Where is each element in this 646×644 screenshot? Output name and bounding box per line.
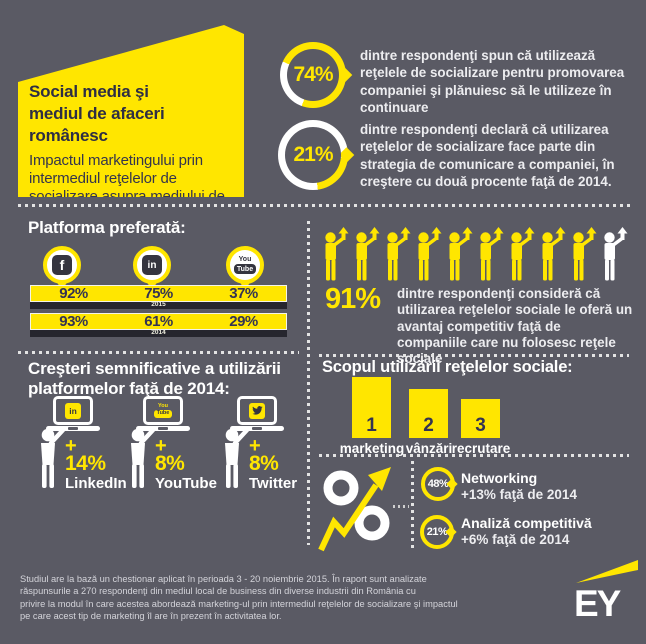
stat-21-value: 21% (293, 143, 333, 166)
growth-linkedin-value: 14% (65, 452, 106, 475)
analiza-delta: +6% faţă de 2014 (461, 532, 570, 547)
growth-youtube-label: YouTube (155, 475, 217, 492)
person-arrow-icon (387, 227, 411, 281)
purpose-rank-3: 3 (475, 415, 486, 436)
purpose-label-marketing: marketing (339, 441, 405, 456)
growth-twitter-label: Twitter (249, 475, 298, 492)
year-strip-2014: 2014 (30, 330, 287, 337)
year-strip-2015: 2015 (30, 302, 287, 309)
advantage-text: dintre respondenţi consideră că utilizar… (397, 286, 633, 367)
person-arrow-icon (542, 227, 566, 281)
youtube-icon: You Tube (233, 256, 257, 274)
divider-left-middle (18, 351, 299, 354)
facebook-2015-value: 92% (59, 285, 88, 302)
networking-value: 48% (427, 478, 449, 490)
laptop-icon (230, 396, 284, 431)
analiza-value: 21% (426, 526, 448, 538)
title-box: Social media şi mediul de afaceri române… (18, 25, 244, 197)
stat-74-value: 74% (293, 63, 333, 86)
dots-connector (393, 505, 409, 508)
purpose-label-vanzari: vânzări (405, 441, 453, 456)
purpose-bar-3: 3 (461, 399, 500, 438)
youtube-2014-value: 29% (229, 313, 258, 330)
growth-section-heading: Creşteri semnificative a utilizării plat… (28, 359, 281, 399)
growth-item-twitter: + 8% Twitter (218, 396, 310, 546)
networking-label: Networking (461, 470, 538, 486)
platform-bar-2014: 93% 61% 29% (30, 313, 287, 330)
linkedin-2014-value: 61% (144, 313, 173, 330)
person-arrow-icon (573, 227, 597, 281)
person-arrow-icon (480, 227, 504, 281)
facebook-pin: f (43, 246, 81, 290)
person-arrow-icon-white (604, 227, 628, 281)
donut-21: 21% (278, 120, 355, 190)
facebook-icon: f (52, 255, 72, 275)
growth-youtube-value: 8% (155, 452, 185, 475)
purpose-bar-2: 2 (409, 389, 448, 438)
networking-delta: +13% faţă de 2014 (461, 487, 577, 502)
person-icon (131, 427, 156, 488)
platform-bar-2015: 92% 75% 37% (30, 285, 287, 302)
networking-donut: 48% (421, 467, 458, 501)
platform-section-heading: Platforma preferată: (28, 218, 186, 237)
youtube-2015-value: 37% (229, 285, 258, 302)
stat-21-text: dintre respondenţi declară că utilizarea… (360, 122, 615, 190)
person-arrow-icon (511, 227, 535, 281)
youtube-laptop-icon: You Tube (154, 403, 172, 418)
linkedin-laptop-icon: in (65, 402, 81, 419)
plus-sign: + (65, 435, 77, 457)
stat-74-text: dintre respondenţi spun că utilizează re… (360, 48, 625, 116)
divider-right-2 (319, 454, 629, 457)
divider-center-vertical (307, 221, 310, 545)
purpose-bar-1: 1 (352, 377, 391, 438)
purpose-rank-2: 2 (423, 415, 434, 436)
person-arrow-icon (356, 227, 380, 281)
plus-sign: + (249, 435, 261, 457)
page-title: Social media şi mediul de afaceri române… (29, 81, 233, 147)
purpose-label-recrutare: recrutare (451, 441, 511, 456)
ey-beam-icon (576, 560, 638, 583)
divider-right-1 (319, 354, 629, 357)
title-line1: Social media şi (29, 82, 149, 101)
percent-trend-icon (318, 467, 391, 552)
plus-sign: + (155, 435, 167, 457)
facebook-2014-value: 93% (59, 313, 88, 330)
linkedin-2015-value: 75% (144, 285, 173, 302)
footer-note: Studiul are la bază un chestionar aplica… (20, 574, 458, 622)
purpose-section-heading: Scopul utilizării reţelelor sociale: (322, 358, 573, 376)
page-subtitle: Impactul marketingului prin intermediul … (29, 152, 225, 224)
divider-trend-vertical (411, 461, 414, 548)
donut-pointer-icon (336, 67, 353, 83)
person-arrow-icon (418, 227, 442, 281)
divider-top (18, 204, 630, 207)
donut-pointer-icon (338, 147, 355, 163)
twitter-laptop-icon (249, 402, 265, 419)
advantage-value: 91% (325, 283, 381, 315)
person-arrow-icon (325, 227, 349, 281)
linkedin-pin: in (133, 246, 171, 290)
analiza-donut: 21% (420, 515, 457, 549)
growth-twitter-value: 8% (249, 452, 279, 475)
person-icon (225, 427, 250, 488)
ey-logo-text: EY (574, 583, 622, 622)
linkedin-icon: in (142, 255, 162, 275)
youtube-pin: You Tube (226, 246, 264, 290)
title-line2: mediul de afaceri românesc (29, 104, 165, 146)
laptop-icon: You Tube (136, 396, 190, 431)
ey-logo: EY (574, 560, 638, 622)
laptop-icon: in (46, 396, 100, 431)
twitter-bird-icon (251, 406, 263, 415)
purpose-rank-1: 1 (366, 415, 377, 436)
growth-linkedin-label: LinkedIn (65, 475, 127, 492)
donut-74: 74% (280, 42, 353, 108)
growth-item-youtube: You Tube + 8% YouTube (124, 396, 217, 546)
analiza-label: Analiză competitivă (461, 515, 592, 531)
people-pictogram-row (322, 227, 628, 283)
person-arrow-icon (449, 227, 473, 281)
person-icon (41, 427, 66, 488)
title-box-text: Social media şi mediul de afaceri române… (29, 81, 233, 224)
growth-item-linkedin: in + 14% LinkedIn (34, 396, 127, 546)
